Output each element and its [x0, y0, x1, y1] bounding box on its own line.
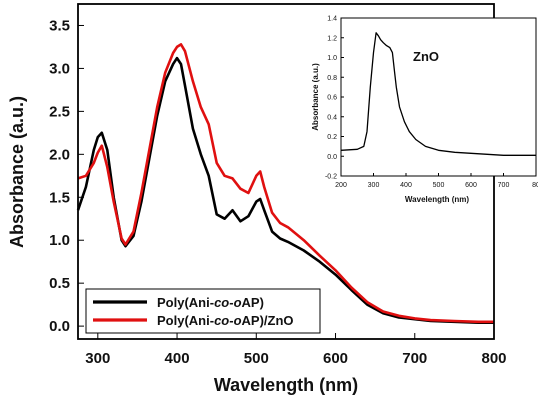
inset-y-tick-label: 0.8 [327, 75, 337, 82]
inset-x-tick-label: 600 [465, 182, 477, 189]
inset-y-tick-label: 1.0 [327, 55, 337, 62]
legend-0-part-4: AP) [242, 295, 264, 310]
legend-1-part-3: o [234, 313, 242, 328]
main-y-tick-label: 1.0 [49, 232, 70, 249]
legend-1-part-0: Poly(Ani- [157, 313, 214, 328]
legend-0-part-1: co [214, 295, 229, 310]
legend-1-part-2: - [229, 313, 233, 328]
legend-label-poly-ani-co-oap: Poly(Ani-co-oAP) [157, 295, 264, 310]
main-x-tick-label: 300 [85, 350, 110, 367]
main-y-tick-label: 3.5 [49, 17, 70, 34]
inset-series-group [340, 32, 536, 156]
legend-0-part-3: o [234, 295, 242, 310]
inset-y-tick-label: 0.4 [327, 114, 337, 121]
main-y-axis-label: Absorbance (a.u.) [7, 96, 27, 248]
legend-0-part-0: Poly(Ani- [157, 295, 214, 310]
main-x-axis-label: Wavelength (nm) [214, 375, 358, 395]
legend: Poly(Ani-co-oAP) Poly(Ani-co-oAP)/ZnO [85, 288, 321, 334]
inset-x-tick-label: 700 [498, 182, 510, 189]
main-plot: 300 400 500 600 700 800 0.0 0.5 1.0 1.5 2.0 2.5 3.0… [7, 3, 507, 395]
inset-y-tick-label: -0.2 [325, 174, 337, 181]
main-x-tick-label: 700 [402, 350, 427, 367]
inset-y-tick-label: 1.2 [327, 35, 337, 42]
inset-background [341, 18, 536, 176]
main-y-tick-label: 0.0 [49, 318, 70, 335]
legend-1-part-4: AP)/ZnO [242, 313, 294, 328]
main-y-tick-label: 3.0 [49, 60, 70, 77]
inset-x-tick-label: 80 [532, 182, 538, 189]
main-y-tick-label: 0.5 [49, 275, 70, 292]
main-x-tick-label: 800 [481, 350, 506, 367]
main-y-tick-label: 1.5 [49, 189, 70, 206]
inset-x-axis-label: Wavelength (nm) [405, 195, 469, 204]
inset-x-tick-label: 400 [400, 182, 412, 189]
legend-label-poly-ani-co-oap-zno: Poly(Ani-co-oAP)/ZnO [157, 313, 294, 328]
main-series-group [76, 43, 494, 324]
legend-0-part-2: - [229, 295, 233, 310]
inset-x-axis: 200 300 400 500 600 700 80 [335, 173, 538, 189]
inset-y-tick-label: 1.4 [327, 16, 337, 23]
inset-series-line-0 [340, 32, 536, 156]
inset-x-tick-label: 300 [368, 182, 380, 189]
main-x-axis: 300 400 500 600 700 800 [85, 333, 507, 367]
legend-box [85, 288, 321, 334]
inset-x-tick-label: 500 [433, 182, 445, 189]
inset-y-axis: -0.2 0.0 0.2 0.4 0.6 0.8 1.0 1.2 1.4 [325, 16, 344, 181]
main-y-tick-label: 2.0 [49, 146, 70, 163]
inset-y-axis-label: Absorbance (a.u.) [311, 63, 320, 131]
main-x-tick-label: 600 [323, 350, 348, 367]
inset-title: ZnO [413, 49, 439, 64]
inset-plot: 200 300 400 500 600 700 80 -0.2 0.0 0.2 0.4 0.6 0.8… [311, 16, 538, 205]
inset-y-tick-label: 0.0 [327, 154, 337, 161]
inset-y-tick-label: 0.6 [327, 95, 337, 102]
inset-y-tick-label: 0.2 [327, 134, 337, 141]
inset-x-tick-label: 200 [335, 182, 347, 189]
legend-1-part-1: co [214, 313, 229, 328]
main-y-axis: 0.0 0.5 1.0 1.5 2.0 2.5 3.0 3.5 [49, 17, 84, 335]
main-x-tick-label: 400 [165, 350, 190, 367]
main-y-tick-label: 2.5 [49, 103, 70, 120]
main-series-line-1 [77, 43, 494, 324]
main-x-tick-label: 500 [244, 350, 269, 367]
